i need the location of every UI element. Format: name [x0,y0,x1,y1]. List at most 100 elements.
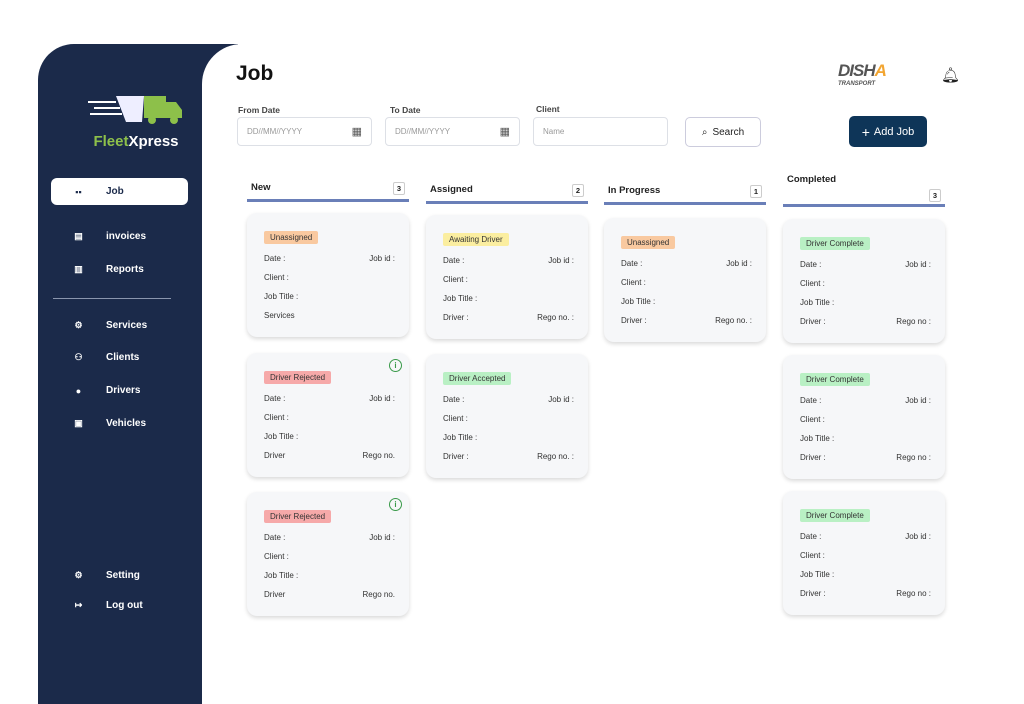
calendar-icon[interactable]: ▦ [499,126,510,138]
job-card[interactable]: Driver Rejected i Date : Job id : Client : Jo… [247,492,409,616]
column-header-in-progress: In Progress 1 [604,185,766,205]
card-row: Date : Job id : [264,389,395,408]
status-badge: Awaiting Driver [443,233,509,246]
card-row: Date : Job id : [800,255,931,274]
field-value-label: Rego no. [362,451,395,460]
field-label: Date : [264,394,286,403]
field-value-label: Job id : [369,254,395,263]
field-label: Driver : [800,453,826,462]
status-badge: Unassigned [621,236,676,249]
report-icon: ▥ [74,264,83,274]
field-label: Date : [621,259,643,268]
nav-label: Clients [106,352,140,363]
card-row: Job Title : [800,565,931,584]
job-card[interactable]: Driver Complete Date : Job id : Client : Job… [783,355,945,479]
sidebar-item-drivers[interactable]: ● Drivers [51,377,188,404]
card-row: Job Title : [800,429,931,448]
column-title: In Progress [608,185,661,196]
job-card[interactable]: Driver Accepted Date : Job id : Client : Job… [426,354,588,478]
card-row: Job Title : [621,292,752,311]
field-label: Client : [264,552,289,561]
field-value-label: Job id : [548,395,574,404]
card-row: Client : [800,274,931,293]
card-row: Driver : Rego no : [800,312,931,331]
card-row: Job Title : [800,293,931,312]
count-badge: 1 [749,185,762,198]
status-badge: Driver Rejected [264,371,332,384]
field-value-label: Rego no : [896,317,931,326]
field-label: Date : [264,533,286,542]
client-placeholder: Name [543,127,565,136]
search-button[interactable]: ⌕ Search [685,117,761,147]
to-date-input[interactable]: DD//MM//YYYY ▦ [385,117,520,146]
field-label: Date : [800,396,822,405]
field-value-label: Job id : [905,396,931,405]
from-date-label: From Date [238,105,281,115]
card-row: Client : [621,273,752,292]
card-row: Date : Job id : [800,527,931,546]
nav-label: Drivers [106,385,141,396]
field-value-label: Rego no : [896,453,931,462]
info-icon[interactable]: i [389,359,402,372]
sidebar-item-logout[interactable]: ↦ Log out [51,592,188,619]
sidebar-item-invoices[interactable]: ▤ invoices [51,223,188,250]
nav-label: Vehicles [106,418,147,429]
to-date-label: To Date [390,105,421,115]
grid-icon: ▪▪ [75,186,82,197]
company-logo: DISHA TRANSPORT [838,62,887,88]
add-job-label: Add Job [873,125,915,138]
field-label: Driver : [800,317,826,326]
card-row: Date : Job id : [621,254,752,273]
plus-icon: + [861,123,870,140]
add-job-button[interactable]: + Add Job [849,116,927,147]
calendar-icon[interactable]: ▦ [351,126,362,138]
card-row: Driver Rego no. [264,446,395,465]
field-label: Job Title : [443,294,478,303]
invoice-icon: ▤ [74,231,83,241]
job-card[interactable]: Driver Complete Date : Job id : Client : Job… [783,219,945,343]
job-card[interactable]: Unassigned Date : Job id : Client : Job Titl… [604,218,766,342]
job-card[interactable]: Driver Complete Date : Job id : Client : Job… [783,491,945,615]
field-label: Date : [800,532,822,541]
card-row: Client : [443,409,574,428]
nav-label: Reports [106,264,144,275]
driver-icon: ● [75,385,82,396]
card-row: Job Title : [443,428,574,447]
field-label: Client : [800,279,825,288]
field-value-label: Rego no. : [537,452,574,461]
job-card[interactable]: Unassigned Date : Job id : Client : Job Titl… [247,213,409,337]
vehicle-icon: ▣ [74,418,83,428]
column-title: Completed [787,174,837,185]
job-card[interactable]: Driver Rejected i Date : Job id : Client : Jo… [247,353,409,477]
from-date-input[interactable]: DD//MM//YYYY ▦ [237,117,372,146]
count-badge: 3 [392,182,405,195]
bell-icon[interactable]: 🔔︎ [941,67,961,84]
gears-icon: ⚙ [74,320,83,330]
sidebar-item-services[interactable]: ⚙ Services [51,312,188,339]
card-row: Driver Rego no. [264,585,395,604]
sidebar-item-clients[interactable]: ⚇ Clients [51,344,188,371]
field-label: Job Title : [621,297,656,306]
sidebar-item-reports[interactable]: ▥ Reports [51,256,188,283]
nav-label: Job [106,186,124,197]
nav-label: Services [106,320,148,331]
field-label: Driver : [621,316,647,325]
field-label: Job Title : [443,433,478,442]
field-value-label: Rego no. : [715,316,752,325]
field-label: Driver : [443,452,469,461]
field-label: Job Title : [264,571,299,580]
column-title: Assigned [430,184,473,195]
sidebar-item-job[interactable]: ▪▪ Job [51,178,188,205]
job-card[interactable]: Awaiting Driver Date : Job id : Client : Job… [426,215,588,339]
sidebar-item-setting[interactable]: ⚙ Setting [51,562,188,589]
field-label: Client : [264,273,289,282]
client-input[interactable]: Name [533,117,668,146]
field-label: Services [264,311,295,320]
card-row: Client : [264,408,395,427]
sidebar-item-vehicles[interactable]: ▣ Vehicles [51,410,188,437]
nav-label: Log out [106,600,143,611]
search-label: Search [712,126,745,138]
truck-logo-icon [88,96,182,124]
info-icon[interactable]: i [389,498,402,511]
field-label: Client : [443,275,468,284]
